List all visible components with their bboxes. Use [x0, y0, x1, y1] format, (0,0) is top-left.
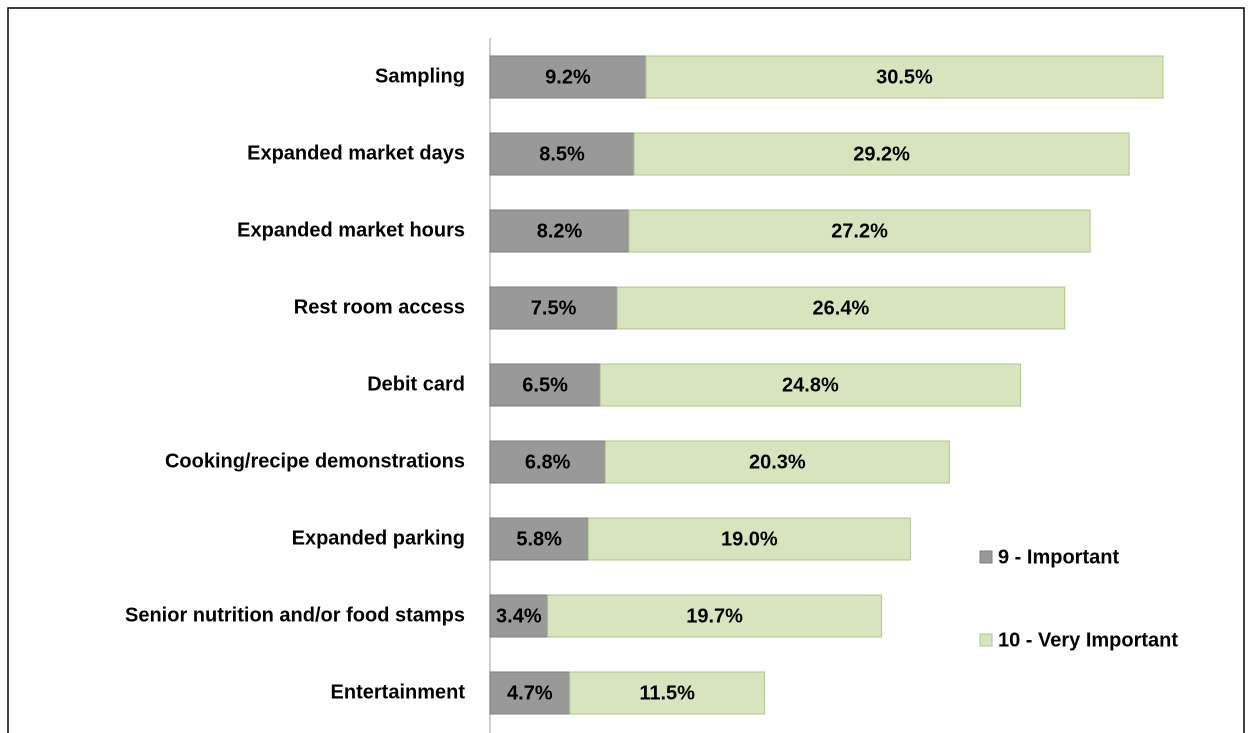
- value-label: 3.4%: [496, 605, 542, 627]
- value-label: 24.8%: [782, 374, 839, 396]
- legend-label: 10 - Very Important: [998, 629, 1178, 651]
- category-label: Expanded parking: [292, 527, 465, 549]
- legend-swatch: [979, 633, 993, 647]
- value-label: 6.8%: [525, 451, 571, 473]
- bar-segment: [489, 209, 630, 253]
- value-label: 26.4%: [813, 297, 870, 319]
- bar-segment: [489, 132, 635, 176]
- legend-swatch: [979, 550, 993, 564]
- value-label: 9.2%: [545, 66, 591, 88]
- category-label: Debit card: [367, 373, 465, 395]
- bar-segment: [489, 363, 601, 407]
- bar-segment: [489, 671, 571, 715]
- bar-segment: [604, 440, 950, 484]
- bar-segment: [489, 286, 618, 330]
- value-label: 6.5%: [522, 374, 568, 396]
- bar-segment: [489, 517, 589, 561]
- bar-segment: [587, 517, 911, 561]
- bar-segment: [645, 55, 1164, 99]
- bar-segment: [569, 671, 766, 715]
- value-label: 20.3%: [749, 451, 806, 473]
- bar-segment: [489, 440, 606, 484]
- value-label: 27.2%: [831, 220, 888, 242]
- bar-segment: [489, 594, 549, 638]
- value-label: 19.0%: [721, 528, 778, 550]
- bar-segment: [599, 363, 1022, 407]
- legend-label: 9 - Important: [998, 546, 1119, 568]
- value-label: 5.8%: [516, 528, 562, 550]
- value-label: 4.7%: [507, 682, 553, 704]
- category-label: Sampling: [375, 65, 465, 87]
- value-label: 30.5%: [876, 66, 933, 88]
- bar-segment: [489, 55, 647, 99]
- value-label: 29.2%: [853, 143, 910, 165]
- value-label: 11.5%: [639, 682, 695, 704]
- category-label: Entertainment: [331, 681, 466, 703]
- value-label: 7.5%: [531, 297, 577, 319]
- category-label: Rest room access: [294, 296, 465, 318]
- value-label: 8.5%: [539, 143, 585, 165]
- value-label: 19.7%: [686, 605, 743, 627]
- category-label: Senior nutrition and/or food stamps: [125, 604, 465, 626]
- bar-segment: [628, 209, 1091, 253]
- bar-segment: [547, 594, 883, 638]
- value-label: 8.2%: [537, 220, 583, 242]
- bar-segment: [616, 286, 1066, 330]
- category-label: Expanded market days: [247, 142, 465, 164]
- category-label: Expanded market hours: [237, 219, 465, 241]
- category-label: Cooking/recipe demonstrations: [165, 450, 465, 472]
- bar-segment: [633, 132, 1130, 176]
